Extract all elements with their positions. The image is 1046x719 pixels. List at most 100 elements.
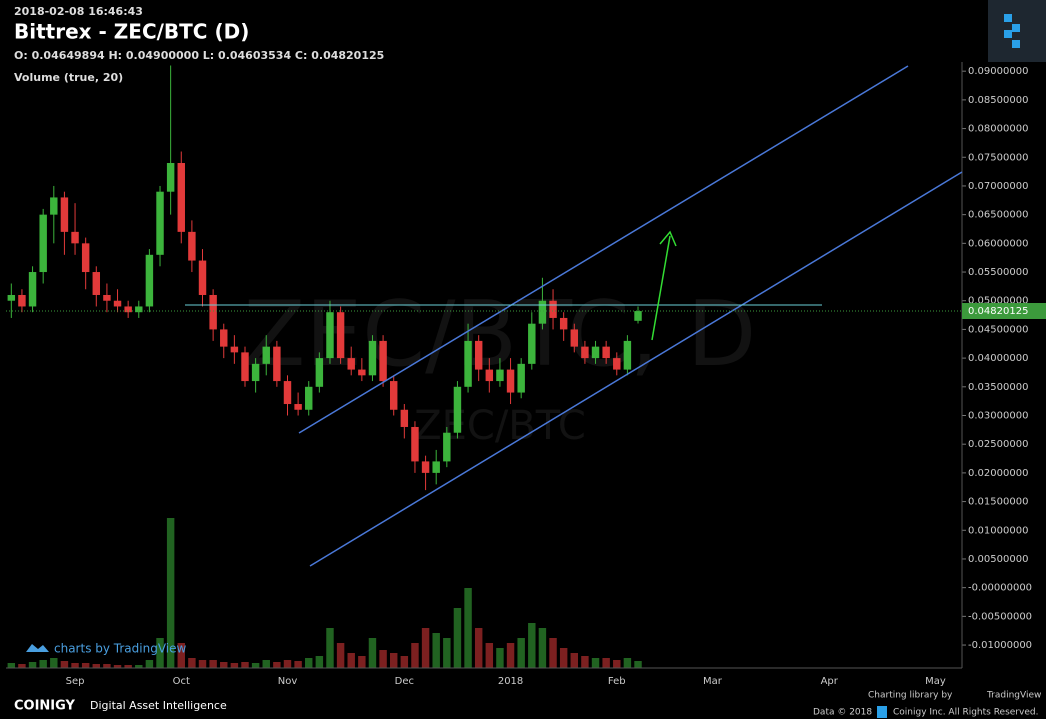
tradingview-link[interactable]: TradingView — [986, 691, 1041, 701]
volume-bar — [336, 643, 345, 668]
candle-body — [18, 294, 26, 307]
charts-by[interactable]: charts by TradingView — [54, 642, 186, 656]
volume-bar — [156, 638, 164, 668]
candle-body — [220, 329, 228, 347]
volume-bar — [559, 648, 568, 668]
candle-body — [135, 306, 143, 313]
y-tick-label: 0.03500000 — [968, 382, 1028, 393]
volume-bar — [113, 665, 122, 668]
chart-title: Bittrex - ZEC/BTC (D) — [14, 20, 249, 44]
volume-bar — [7, 663, 16, 668]
y-tick-label: 0.04000000 — [968, 353, 1028, 364]
x-tick-label: Nov — [278, 676, 298, 687]
y-tick-label: 0.07000000 — [968, 181, 1028, 192]
y-tick-label: -0.01000000 — [968, 640, 1032, 651]
candle-body — [71, 231, 79, 244]
coinigy-icon — [877, 706, 887, 718]
logo — [1012, 40, 1020, 48]
candle-body — [549, 300, 557, 318]
volume-bar — [135, 665, 143, 668]
candle-body — [315, 358, 324, 387]
price-label-box — [962, 303, 1046, 319]
volume-bar — [124, 665, 132, 668]
volume-bar — [198, 660, 207, 668]
candle-body — [145, 254, 154, 307]
volume-bar — [230, 663, 239, 668]
volume-bar — [506, 643, 515, 668]
candle-body — [528, 323, 536, 364]
x-tick-label: Apr — [821, 676, 839, 687]
candle-body — [474, 340, 483, 370]
y-tick-label: 0.01000000 — [968, 525, 1028, 536]
coinigy-logo[interactable]: COINIGY — [14, 699, 76, 714]
volume-bar — [411, 643, 419, 668]
candle-body — [506, 369, 515, 393]
volume-bar — [496, 648, 504, 668]
y-tick-label: 0.05000000 — [968, 296, 1028, 307]
candle-body — [368, 340, 377, 376]
volume-bar — [283, 660, 292, 668]
volume-bar — [92, 664, 101, 668]
volume-bar — [209, 660, 217, 668]
candle-body — [28, 272, 37, 307]
volume-bar — [549, 638, 557, 668]
volume-bar — [623, 658, 632, 668]
x-tick-label: Dec — [395, 676, 414, 687]
trend-line — [298, 65, 909, 434]
y-tick-label: 0.07500000 — [968, 152, 1028, 163]
candle-body — [230, 346, 239, 353]
volume-bar — [421, 628, 430, 668]
candle-body — [336, 312, 345, 359]
volume-bar — [326, 628, 334, 668]
candle-body — [166, 163, 175, 192]
volume-bar — [273, 662, 281, 668]
arrow-head — [659, 230, 677, 247]
volume-bar — [538, 628, 547, 668]
candle-body — [251, 363, 260, 382]
candle-body — [421, 461, 430, 473]
tradingview-icon — [26, 644, 49, 652]
volume-bar — [305, 658, 313, 668]
volume-bar — [570, 653, 579, 668]
y-tick-label: 0.01500000 — [968, 497, 1028, 508]
volume-bar — [251, 663, 260, 668]
volume-bar — [166, 518, 175, 668]
volume-bar — [379, 650, 387, 668]
tagline: Digital Asset Intelligence — [90, 699, 227, 712]
candle-body — [81, 243, 90, 273]
y-tick-label: -0.00000000 — [968, 583, 1032, 594]
candle-body — [559, 317, 568, 330]
volume-bar — [400, 656, 409, 668]
volume-bar — [358, 656, 366, 668]
candle-body — [443, 432, 451, 462]
y-tick-label: 0.04500000 — [968, 324, 1028, 335]
volume-bar — [28, 662, 37, 668]
volume-bar — [220, 662, 228, 668]
y-tick-label: 0.09000000 — [968, 66, 1028, 77]
ohlc-legend: O: 0.04649894 H: 0.04900000 L: 0.0460353… — [14, 49, 384, 62]
logo — [1004, 14, 1012, 22]
volume-bar — [18, 664, 26, 668]
logo — [1004, 30, 1012, 38]
candle-body — [389, 381, 398, 410]
volume-bar — [517, 638, 525, 668]
candle-body — [326, 312, 334, 359]
y-tick-label: 0.02500000 — [968, 439, 1028, 450]
y-tick-label: 0.08000000 — [968, 124, 1028, 135]
volume-bar — [39, 660, 47, 668]
candle-body — [347, 358, 355, 370]
y-tick-label: 0.08500000 — [968, 95, 1028, 106]
volume-bar — [262, 660, 270, 668]
candle-body — [379, 340, 387, 382]
volume-bar — [443, 638, 451, 668]
volume-bar — [60, 661, 69, 668]
candle-body — [591, 346, 600, 359]
candle-body — [60, 197, 69, 232]
price-label: 0.04820125 — [968, 306, 1028, 317]
candle-body — [453, 386, 462, 433]
candle-body — [262, 346, 270, 364]
volume-bar — [188, 658, 196, 668]
candle-body — [198, 260, 207, 295]
